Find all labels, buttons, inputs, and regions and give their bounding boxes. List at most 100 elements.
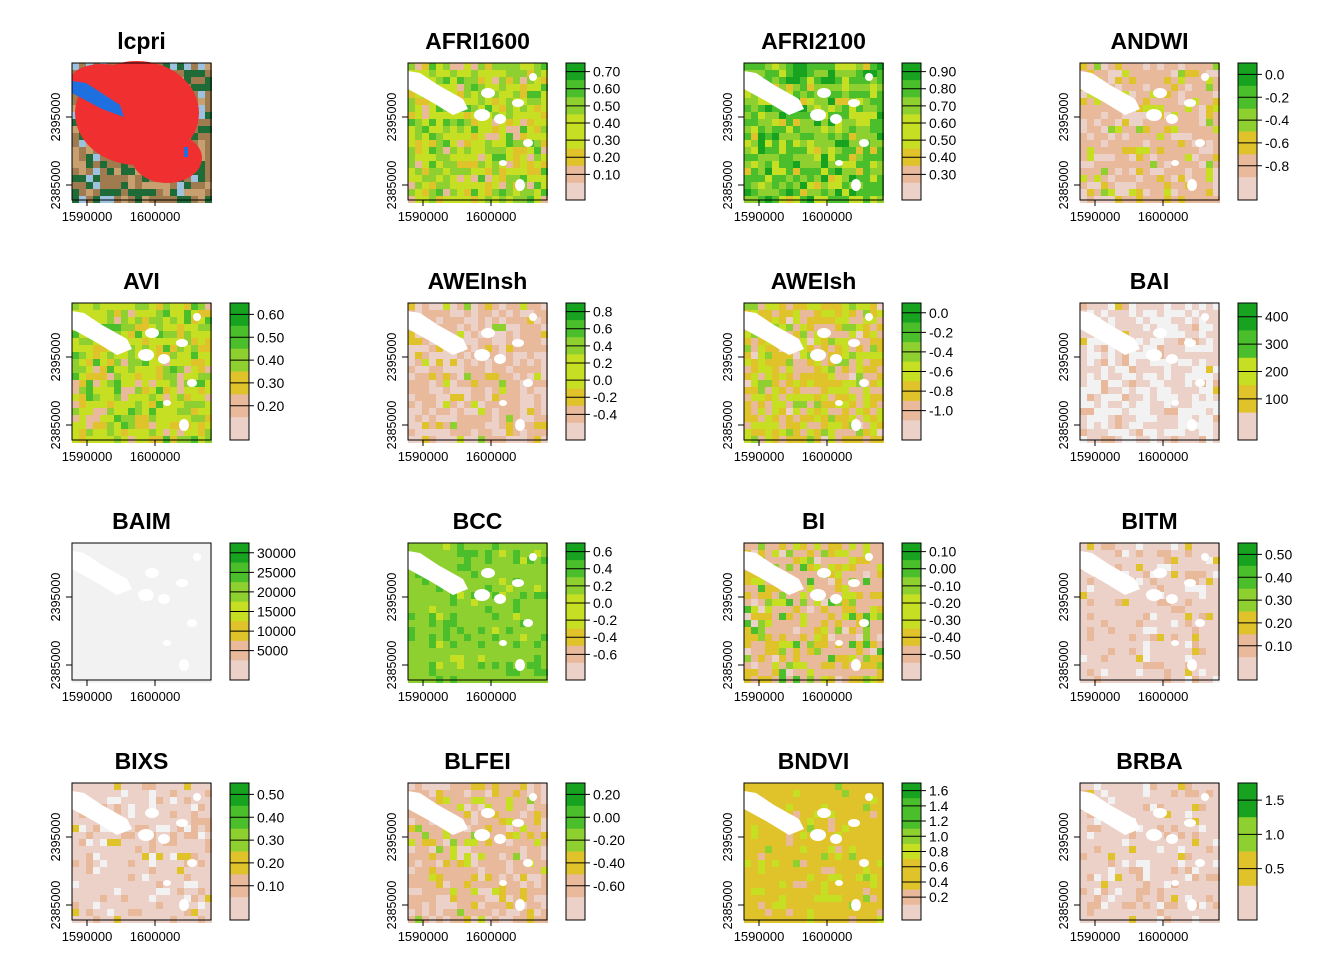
y-tick-label: 2395000 [49,813,63,862]
y-tick-label: 2395000 [49,333,63,382]
map-panel-bi: 1590000 1600000 2385000 2395000 0.10 0.00 -0.1… [672,480,1008,720]
legend: 0.700.600.500.400.300.200.10 [565,62,620,201]
map-plot: 1590000 1600000 2385000 2395000 0.900.800.70… [721,62,956,224]
legend-label: 0.50 [929,132,956,148]
x-tick-label: 1600000 [1138,449,1189,464]
x-tick-label: 1600000 [130,929,181,944]
legend-label: 15000 [257,604,296,620]
x-tick-label: 1600000 [1138,689,1189,704]
legend-label: 0.80 [929,81,956,97]
legend-label: 0.40 [593,115,620,131]
x-tick-label: 1590000 [734,209,785,224]
legend-label: 0.5 [1265,861,1285,877]
x-tick-label: 1600000 [130,209,181,224]
legend: 0.60.40.20.0-0.2-0.4-0.6 [565,542,617,681]
y-tick-label: 2395000 [385,813,399,862]
x-tick-label: 1590000 [398,689,449,704]
legend-label: 0.20 [1265,615,1292,631]
map-plot: 1590000 1600000 2385000 2395000 0.0 -0.2 -0.4 -… [721,302,953,464]
x-tick-label: 1600000 [1138,209,1189,224]
legend-label: 0.2 [593,355,613,371]
map-panel-aweish: 1590000 1600000 2385000 2395000 0.0 -0.2 -0.4 -… [672,240,1008,480]
y-tick-label: 2395000 [385,333,399,382]
legend: 0.20 0.00 -0.20 -0.40 -0.60 [565,782,625,921]
map-panel-bndvi: 1590000 1600000 2385000 2395000 1.6 1.4 1.2 1.0… [672,720,1008,960]
x-tick-label: 1600000 [130,689,181,704]
panel-title: AWEIsh [770,268,857,294]
legend-label: 0.60 [929,115,956,131]
map-panel-bcc: 1590000 1600000 2385000 2395000 0.6 0.4 0.2 0.0… [336,480,672,720]
raster-map [71,302,212,443]
x-tick-label: 1600000 [802,209,853,224]
legend-label: -0.20 [929,595,961,611]
panel-title: ANDWI [1110,28,1189,54]
legend-label: 0.6 [929,859,949,875]
legend: 0.80.60.40.20.0-0.2-0.4 [565,302,617,441]
y-tick-label: 2395000 [1057,93,1071,142]
panel-title: BITM [1121,508,1178,534]
raster-map [407,782,548,923]
x-tick-label: 1590000 [62,689,113,704]
map-plot: 1590000 1600000 2385000 2395000 0.50 0.40 0.30… [1057,542,1292,704]
y-tick-label: 2385000 [49,881,63,930]
y-tick-label: 2385000 [1057,401,1071,450]
y-tick-label: 2385000 [385,161,399,210]
x-tick-label: 1590000 [1070,449,1121,464]
map-panel-baim: 1590000 1600000 2385000 2395000 30000 25000 20… [0,480,336,720]
y-tick-label: 2385000 [1057,641,1071,690]
map-panel-andwi: 1590000 1600000 2385000 2395000 0.0 -0.2 -0.4 -… [1008,0,1344,240]
raster-map [1079,782,1220,923]
map-panel-bitm: 1590000 1600000 2385000 2395000 0.50 0.40 0.30… [1008,480,1344,720]
panel-title: AVI [123,268,160,294]
legend-label: 0.20 [257,855,284,871]
legend-label: -0.6 [1265,135,1289,151]
y-tick-label: 2385000 [721,881,735,930]
x-tick-label: 1590000 [1070,929,1121,944]
map-plot: 1590000 1600000 2385000 2395000 0.80.60.40.2… [385,302,617,464]
panel-title: BAI [1129,268,1170,294]
x-tick-label: 1590000 [734,929,785,944]
legend-label: 0.0 [1265,66,1285,82]
raster-map [743,62,884,203]
panel-title: BCC [452,508,503,534]
legend-label: 0.4 [929,874,949,890]
legend-label: 20000 [257,584,296,600]
legend-label: 0.10 [1265,638,1292,654]
map-panel-blfei: 1590000 1600000 2385000 2395000 0.20 0.00 -0.2… [336,720,672,960]
legend-label: 1.4 [929,798,949,814]
map-plot: 1590000 1600000 2385000 2395000 0.50 0.40 0.30… [49,782,284,944]
y-tick-label: 2385000 [49,641,63,690]
y-tick-label: 2395000 [385,573,399,622]
legend-label: 0.2 [593,578,613,594]
y-tick-label: 2395000 [49,93,63,142]
legend-label: 0.20 [257,398,284,414]
map-panel-brba: 1590000 1600000 2385000 2395000 1.5 1.0 0.5 BRB… [1008,720,1344,960]
legend-label: 0.4 [593,338,613,354]
y-tick-label: 2395000 [49,573,63,622]
x-tick-label: 1600000 [802,449,853,464]
map-panel-afri1600: 1590000 1600000 2385000 2395000 0.70 0.60 0.50… [336,0,672,240]
x-tick-label: 1590000 [62,929,113,944]
raster-map [71,782,212,923]
raster-map [1079,542,1220,683]
legend-label: -0.4 [593,629,617,645]
legend-label: 0.30 [257,832,284,848]
panel-title: BNDVI [777,748,850,774]
panel-title: BI [802,508,825,534]
legend-label: -0.6 [929,364,953,380]
legend-label: 0.4 [593,561,613,577]
legend-label: 400 [1265,309,1289,325]
legend-label: 0.00 [593,809,620,825]
map-plot: 1590000 1600000 2385000 2395000 1.61.41.21.0… [721,782,949,944]
legend-label: -0.10 [929,578,961,594]
legend-label: 0.40 [929,149,956,165]
legend-label: 0.50 [257,329,284,345]
legend: 0.60 0.50 0.40 0.30 0.20 [229,302,284,441]
legend: 0.0 -0.2 -0.4 -0.6 -0.8 [1237,62,1289,201]
x-tick-label: 1590000 [398,209,449,224]
x-tick-label: 1600000 [802,689,853,704]
x-tick-label: 1590000 [62,209,113,224]
legend-label: 0.30 [593,132,620,148]
legend-label: -0.40 [929,629,961,645]
legend-label: 25000 [257,564,296,580]
